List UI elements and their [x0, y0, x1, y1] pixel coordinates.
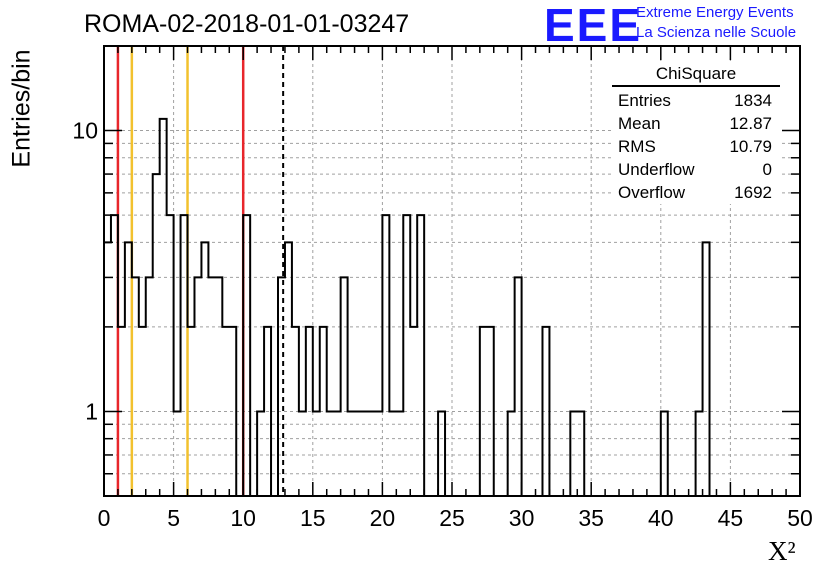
x-tick-label: 35	[578, 505, 604, 531]
x-tick-label: 10	[230, 505, 256, 531]
eee-logo: EEE	[544, 0, 643, 51]
stats-title: ChiSquare	[612, 64, 780, 87]
stats-value: 12.87	[729, 114, 772, 133]
stats-row: Underflow 0	[612, 158, 780, 181]
stats-label: Entries	[618, 91, 671, 110]
stats-row: Entries 1834	[612, 89, 780, 112]
y-tick-label: 10	[72, 118, 98, 144]
stats-value: 10.79	[729, 137, 772, 156]
stats-label: Underflow	[618, 160, 695, 179]
axis-ticks	[103, 46, 801, 496]
x-tick-label: 40	[648, 505, 674, 531]
stats-value: 0	[762, 160, 772, 179]
y-tick-labels: 1 10	[72, 118, 98, 425]
x-tick-label: 50	[787, 505, 813, 531]
x-tick-label: 5	[167, 505, 180, 531]
stats-value: 1834	[734, 91, 772, 110]
stats-label: RMS	[618, 137, 656, 156]
x-tick-label: 25	[439, 505, 465, 531]
x-tick-labels: 0 5 10 15 20 25 30 35 40 45 50	[98, 505, 813, 531]
logo-subtitle-2: La Scienza nelle Scuole	[636, 24, 797, 41]
x-tick-label: 45	[718, 505, 744, 531]
stats-label: Overflow	[618, 183, 686, 202]
y-axis-label: Entries/bin	[7, 49, 36, 168]
stats-label: Mean	[618, 114, 661, 133]
grid-lines	[104, 46, 800, 496]
x-tick-label: 20	[370, 505, 396, 531]
stats-row: Mean 12.87	[612, 112, 780, 135]
stats-box: ChiSquare Entries 1834 Mean 12.87 RMS 10…	[612, 64, 780, 204]
x-axis-label: X²	[768, 536, 796, 566]
stats-row: RMS 10.79	[612, 135, 780, 158]
stats-row: Overflow 1692	[612, 181, 780, 204]
chart-title: ROMA-02-2018-01-01-03247	[84, 10, 410, 38]
x-tick-label: 15	[300, 505, 326, 531]
logo-subtitle-1: Extreme Energy Events	[636, 4, 794, 21]
x-tick-label: 30	[509, 505, 535, 531]
stats-value: 1692	[734, 183, 772, 202]
y-tick-label: 1	[85, 398, 98, 424]
x-tick-label: 0	[98, 505, 111, 531]
